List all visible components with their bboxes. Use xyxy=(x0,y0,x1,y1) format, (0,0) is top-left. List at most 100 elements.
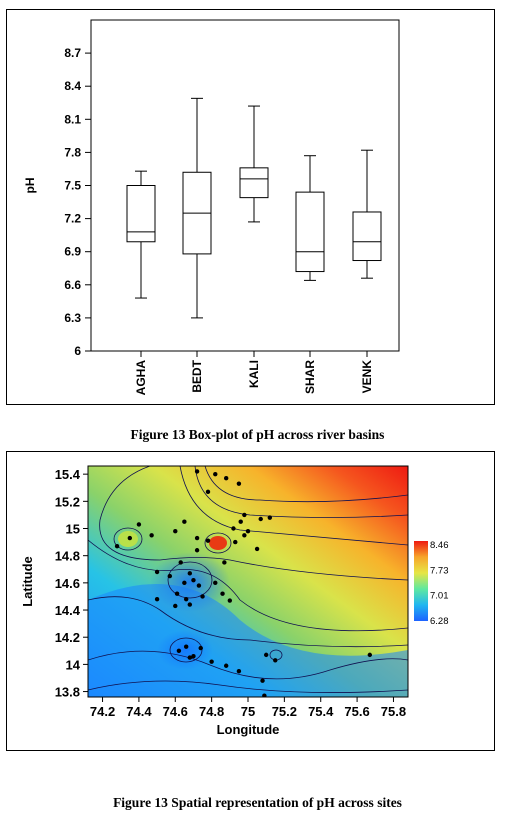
x-tick-label: 74.4 xyxy=(126,704,152,719)
iqr-box xyxy=(239,167,269,199)
contour-line xyxy=(88,680,408,693)
figure-caption-map: Figure 13 Spatial representation of pH a… xyxy=(113,795,402,810)
sample-site xyxy=(191,577,196,583)
y-axis-label: pH xyxy=(23,178,37,194)
sample-site xyxy=(183,596,189,602)
x-tick-label: BEDT xyxy=(190,359,204,392)
sample-site xyxy=(173,603,178,609)
sample-site xyxy=(183,644,189,649)
high-ph-spot xyxy=(209,536,227,550)
sample-site xyxy=(236,481,242,486)
figure-caption-boxplot: Figure 13 Box-plot of pH across river ba… xyxy=(130,427,385,442)
y-tick-label: 14.6 xyxy=(55,576,80,591)
low-ph-region xyxy=(88,584,408,697)
x-tick-label: 75.8 xyxy=(381,704,406,719)
y-tick-label: 7.8 xyxy=(64,145,81,159)
contour-line xyxy=(204,532,232,554)
sample-site xyxy=(254,546,260,552)
sample-site xyxy=(194,469,200,474)
sample-site xyxy=(223,476,229,481)
sample-site xyxy=(220,591,225,596)
sample-site xyxy=(222,560,227,565)
box-shar xyxy=(295,155,325,281)
sample-site xyxy=(223,663,229,668)
x-tick-label: 75.6 xyxy=(344,704,369,719)
box-agha xyxy=(126,170,156,299)
colorbar xyxy=(414,541,428,621)
y-tick-label: 8.7 xyxy=(64,46,81,60)
sample-site xyxy=(114,543,120,549)
sample-site xyxy=(154,596,160,602)
sample-site xyxy=(227,598,233,603)
sample-site xyxy=(209,659,214,664)
y-tick-label: 6.6 xyxy=(64,278,81,292)
contour-line xyxy=(99,466,408,581)
iqr-box xyxy=(352,211,382,262)
sample-site xyxy=(273,658,278,663)
contour-line xyxy=(88,539,408,632)
box-venk xyxy=(352,149,382,279)
box-kali xyxy=(239,105,269,223)
low-ph-basin xyxy=(150,552,230,612)
y-tick-label: 6.3 xyxy=(64,311,81,325)
iqr-box xyxy=(126,185,156,243)
colorbar-label: 7.01 xyxy=(430,591,449,602)
y-tick-label: 14.2 xyxy=(55,630,80,645)
sample-site xyxy=(231,526,236,531)
ph-spatial-map-chart: 13.8 14 14.2 14.4 14.6 14.8 15 15.2 15.4 74.2 74.4… xyxy=(20,465,449,737)
sample-site xyxy=(242,512,247,518)
sample-site xyxy=(213,471,218,477)
sample-site xyxy=(262,693,267,697)
y-tick-label: 15.2 xyxy=(55,494,80,509)
sample-site xyxy=(242,533,247,538)
sample-site xyxy=(187,602,193,607)
box-bedt xyxy=(182,97,212,319)
y-tick-label: 15 xyxy=(66,522,80,537)
sample-site xyxy=(238,519,243,524)
sample-site xyxy=(267,515,273,520)
contour-line xyxy=(204,466,408,503)
colorbar-label: 7.73 xyxy=(430,565,449,576)
y-tick-label: 14.8 xyxy=(55,549,80,564)
sample-site xyxy=(187,571,193,576)
sample-site xyxy=(149,533,154,538)
boxplot-panel xyxy=(6,9,495,405)
contour-line xyxy=(167,561,213,599)
sample-site xyxy=(205,538,211,543)
iqr-box xyxy=(295,191,325,273)
contour-line xyxy=(169,637,203,663)
sample-site xyxy=(205,489,211,495)
sample-site xyxy=(196,583,202,588)
y-tick-label: 13.8 xyxy=(55,685,80,700)
x-tick-label: AGHA xyxy=(134,360,148,396)
colorbar-label: 6.28 xyxy=(430,616,449,627)
sample-site xyxy=(194,548,200,553)
sample-site xyxy=(136,522,142,527)
sample-site xyxy=(178,560,183,565)
ph-boxplot-chart: 6 6.3 6.6 6.9 7.2 7.5 7.8 8.1 8.4 8.7 pH AGHA BEDT KA… xyxy=(23,19,400,396)
x-axis-label: Longitude xyxy=(217,722,280,737)
sample-site xyxy=(263,652,269,658)
y-tick-label: 6 xyxy=(74,344,81,358)
x-tick-label: 75.4 xyxy=(308,704,334,719)
x-tick-label: KALI xyxy=(247,360,261,388)
sample-site xyxy=(176,648,182,653)
x-tick-label: VENK xyxy=(360,360,374,394)
sample-site xyxy=(174,591,180,596)
x-tick-label: 74.6 xyxy=(163,704,188,719)
sample-site xyxy=(233,539,238,545)
contour-line xyxy=(179,466,408,546)
y-axis-label: Latitude xyxy=(20,556,35,607)
sample-site xyxy=(213,580,218,586)
contour-line xyxy=(113,527,143,551)
sample-site xyxy=(173,529,178,534)
sample-site xyxy=(198,645,203,651)
sample-site xyxy=(127,535,133,541)
y-tick-label: 7.2 xyxy=(64,212,81,226)
low-ph-basin xyxy=(157,630,213,670)
sample-site xyxy=(167,573,173,579)
sample-site xyxy=(154,569,160,575)
sample-site xyxy=(200,594,205,599)
contour-line xyxy=(194,466,408,518)
y-tick-label: 6.9 xyxy=(64,245,81,259)
